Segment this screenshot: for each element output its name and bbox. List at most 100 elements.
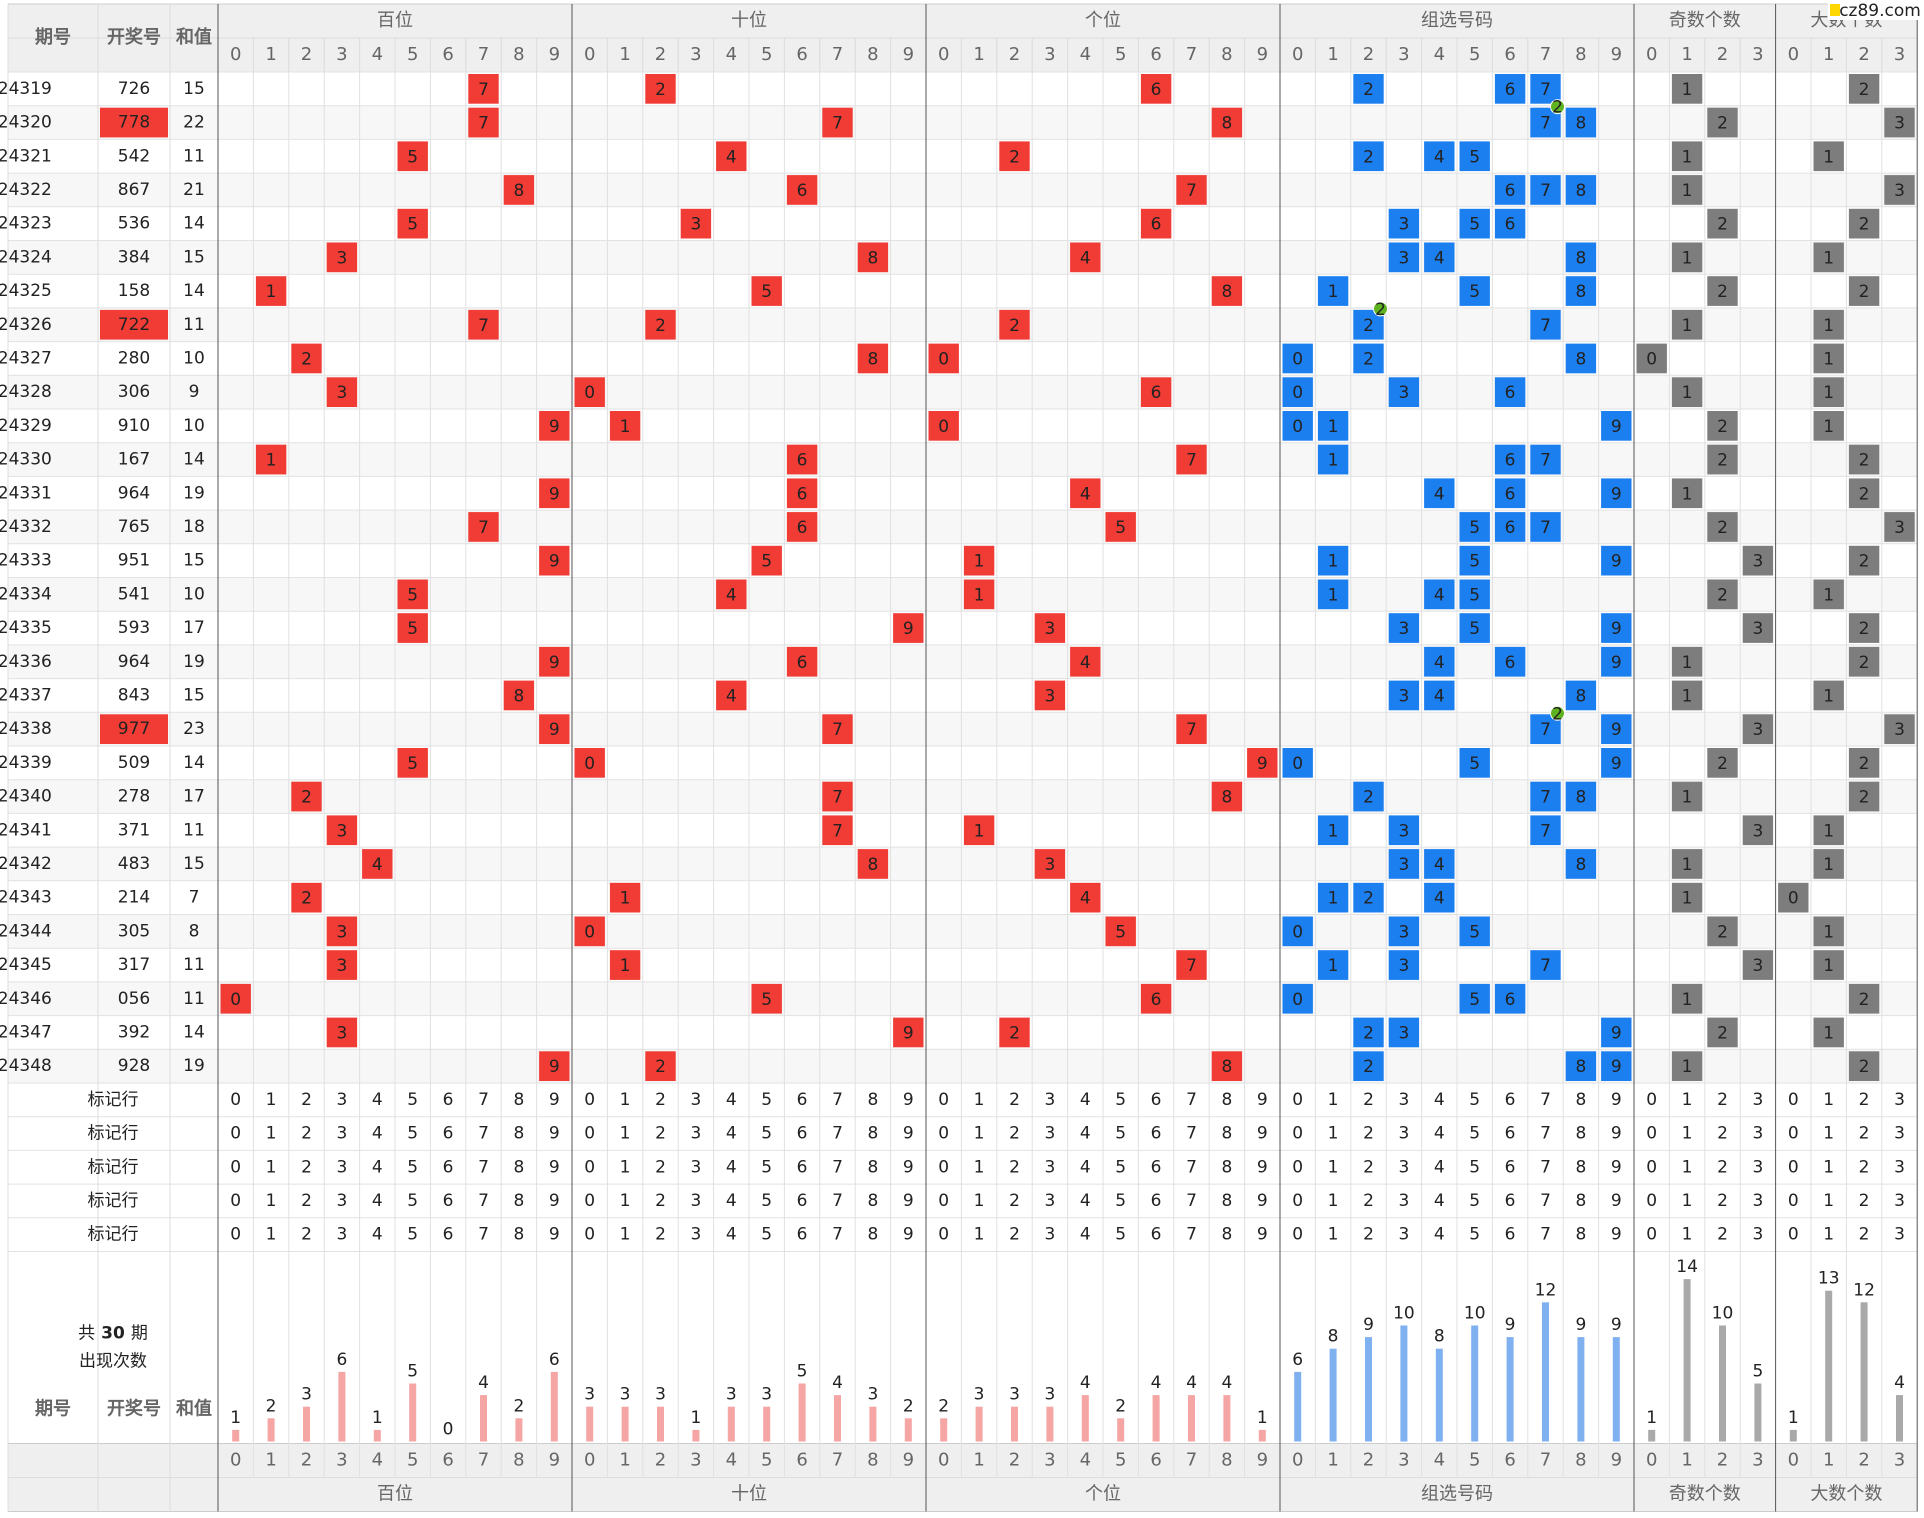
marker-digit: 6 bbox=[443, 1157, 454, 1177]
number: 056 bbox=[118, 989, 150, 1009]
digit-header: 5 bbox=[761, 44, 772, 65]
cell-box bbox=[1459, 579, 1490, 610]
sum: 15 bbox=[183, 79, 205, 99]
cell-box bbox=[1459, 613, 1490, 643]
marker-digit: 0 bbox=[1646, 1090, 1657, 1110]
cell-box bbox=[1565, 680, 1597, 711]
cell-digit: 0 bbox=[1292, 990, 1303, 1010]
cell-box bbox=[1601, 748, 1632, 778]
cell-box bbox=[1707, 579, 1738, 610]
cell-box bbox=[1813, 1017, 1844, 1048]
cell-digit: 1 bbox=[1682, 855, 1693, 875]
count-bar bbox=[1648, 1429, 1656, 1442]
digit-header: 4 bbox=[1434, 44, 1445, 65]
cell-digit: 2 bbox=[1363, 349, 1374, 369]
digit-header: 0 bbox=[938, 44, 949, 65]
row-bg bbox=[8, 375, 1918, 409]
cell-digit: 4 bbox=[1434, 653, 1445, 673]
marker-digit: 2 bbox=[1363, 1090, 1374, 1110]
cell-digit: 7 bbox=[1540, 956, 1551, 976]
digit-header: 8 bbox=[1221, 44, 1232, 65]
cell-digit: 1 bbox=[1328, 956, 1339, 976]
cell-digit: 0 bbox=[1292, 349, 1303, 369]
marker-digit: 9 bbox=[1257, 1191, 1268, 1211]
issue: 2024320 bbox=[0, 113, 52, 133]
issue: 2024322 bbox=[0, 180, 52, 200]
marker-digit: 6 bbox=[797, 1124, 808, 1144]
cell-box bbox=[1459, 141, 1490, 172]
cell-box bbox=[1742, 950, 1774, 980]
column-header: 和值 bbox=[176, 26, 212, 48]
cell-digit: 2 bbox=[1363, 316, 1374, 336]
cell-digit: 6 bbox=[1505, 653, 1516, 673]
cell-box bbox=[1742, 714, 1774, 744]
cell-box bbox=[1636, 343, 1667, 374]
cell-digit: 1 bbox=[1823, 1023, 1834, 1043]
cell-digit: 2 bbox=[301, 889, 312, 909]
marker-digit: 5 bbox=[1469, 1124, 1480, 1144]
cell-digit: 1 bbox=[974, 552, 985, 572]
cell-digit: 7 bbox=[1540, 80, 1551, 100]
cell-box bbox=[893, 613, 924, 643]
cell-box bbox=[291, 343, 322, 374]
count-label: 5 bbox=[407, 1362, 418, 1382]
digit-header: 2 bbox=[655, 1450, 666, 1471]
marker-digit: 8 bbox=[1575, 1090, 1586, 1110]
sum: 22 bbox=[183, 113, 205, 133]
number: 306 bbox=[118, 382, 150, 402]
digit-header: 0 bbox=[584, 44, 595, 65]
cell-digit: 2 bbox=[655, 80, 666, 100]
count-label: 5 bbox=[1752, 1362, 1763, 1382]
repeat-count: 2 bbox=[1552, 704, 1563, 724]
cell-box bbox=[1388, 242, 1420, 273]
cell-box bbox=[1530, 175, 1561, 205]
repeat-badge bbox=[1550, 99, 1565, 115]
marker-digit: 8 bbox=[867, 1090, 878, 1110]
digit-header: 7 bbox=[478, 1450, 489, 1471]
cell-digit: 9 bbox=[1611, 1057, 1622, 1077]
cell-box bbox=[1671, 680, 1703, 711]
digit-header: 3 bbox=[1044, 44, 1055, 65]
count-bar bbox=[1754, 1383, 1762, 1442]
cell-box bbox=[1671, 781, 1703, 812]
row-bg bbox=[8, 577, 1918, 612]
marker-digit: 1 bbox=[620, 1157, 631, 1177]
marker-digit: 4 bbox=[1080, 1225, 1091, 1245]
issue: 2024340 bbox=[0, 787, 52, 807]
cell-box bbox=[326, 1017, 358, 1048]
repeat-count: 2 bbox=[1375, 300, 1386, 320]
number: 167 bbox=[118, 450, 150, 470]
cell-digit: 7 bbox=[1186, 181, 1197, 201]
cell-digit: 8 bbox=[1575, 1057, 1586, 1077]
count-bar bbox=[1081, 1395, 1089, 1442]
number: 536 bbox=[118, 214, 150, 234]
cell-box bbox=[1388, 815, 1420, 846]
cell-digit: 3 bbox=[1752, 619, 1763, 639]
number: 541 bbox=[118, 584, 150, 604]
cell-box bbox=[1353, 781, 1384, 812]
cell-digit: 4 bbox=[1434, 484, 1445, 504]
marker-digit: 7 bbox=[1186, 1090, 1197, 1110]
cell-box bbox=[1459, 276, 1490, 306]
count-bar bbox=[657, 1406, 664, 1442]
cell-digit: 5 bbox=[1115, 518, 1126, 538]
column-header: 期号 bbox=[35, 1399, 71, 1420]
marker-digit: 1 bbox=[620, 1124, 631, 1144]
number: 977 bbox=[118, 719, 150, 739]
digit-header: 8 bbox=[1575, 44, 1586, 65]
marker-digit: 6 bbox=[443, 1191, 454, 1211]
count-bar bbox=[940, 1418, 948, 1442]
marker-digit: 7 bbox=[832, 1090, 843, 1110]
cell-box bbox=[1671, 849, 1703, 879]
number: 726 bbox=[118, 79, 150, 99]
marker-digit: 0 bbox=[938, 1090, 949, 1110]
cell-digit: 4 bbox=[1434, 855, 1445, 875]
cell-box bbox=[999, 309, 1030, 340]
digit-header: 3 bbox=[1894, 1450, 1905, 1471]
stats-label2: 出现次数 bbox=[79, 1352, 147, 1372]
cell-digit: 6 bbox=[1151, 383, 1162, 403]
row-bg bbox=[8, 240, 1918, 275]
digit-header: 7 bbox=[478, 44, 489, 65]
cell-box bbox=[751, 276, 782, 306]
cell-digit: 2 bbox=[1859, 484, 1870, 504]
